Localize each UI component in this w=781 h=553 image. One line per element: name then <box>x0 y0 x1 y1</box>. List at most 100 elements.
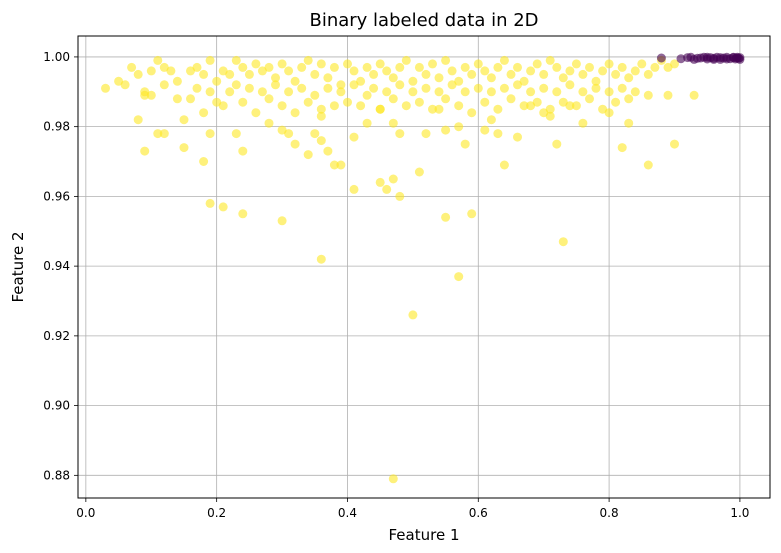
y-tick-label: 1.00 <box>43 50 70 64</box>
data-point-yellow <box>585 94 594 104</box>
data-point-yellow <box>395 191 405 201</box>
data-point-yellow <box>231 80 241 90</box>
data-point-yellow <box>630 66 640 76</box>
data-point-yellow <box>192 83 202 93</box>
data-point-yellow <box>179 115 189 125</box>
data-point-yellow <box>382 184 392 194</box>
data-point-yellow <box>264 62 274 72</box>
data-point-yellow <box>310 90 320 100</box>
data-point-yellow <box>558 73 568 83</box>
data-point-yellow <box>349 66 359 76</box>
data-point-yellow <box>349 132 359 142</box>
data-point-yellow <box>532 97 542 107</box>
data-point-yellow <box>689 90 699 100</box>
data-point-yellow <box>297 83 307 93</box>
data-point-yellow <box>375 177 385 187</box>
data-point-yellow <box>486 73 496 83</box>
data-point-yellow <box>473 59 483 69</box>
data-point-yellow <box>343 97 352 107</box>
data-point-yellow <box>166 66 176 76</box>
y-axis-label: Feature 2 <box>9 232 27 303</box>
data-point-yellow <box>414 62 424 72</box>
data-point-yellow <box>238 146 248 156</box>
data-point-yellow <box>277 59 287 69</box>
data-point-yellow <box>447 80 457 90</box>
data-point-yellow <box>140 87 150 97</box>
data-point-yellow <box>323 83 333 93</box>
grid <box>78 36 770 498</box>
data-point-yellow <box>218 202 228 212</box>
data-point-yellow <box>303 150 313 160</box>
data-point-yellow <box>395 129 405 139</box>
data-point-yellow <box>441 212 451 222</box>
data-point-yellow <box>441 55 451 65</box>
data-point-yellow <box>277 101 287 111</box>
data-point-yellow <box>146 66 156 76</box>
data-point-yellow <box>604 59 614 69</box>
data-point-yellow <box>290 108 300 118</box>
data-point-yellow <box>585 62 594 72</box>
data-point-yellow <box>545 55 555 65</box>
data-point-yellow <box>159 62 169 72</box>
data-point-yellow <box>401 55 411 65</box>
data-point-yellow <box>519 101 529 111</box>
data-point-yellow <box>146 90 156 100</box>
data-point-yellow <box>343 59 352 69</box>
data-point-yellow <box>499 160 509 170</box>
data-point-yellow <box>454 122 464 132</box>
data-point-yellow <box>480 125 490 135</box>
data-point-yellow <box>336 160 346 170</box>
data-point-yellow <box>552 87 562 97</box>
data-point-yellow <box>329 62 339 72</box>
data-point-yellow <box>329 160 339 170</box>
data-point-yellow <box>408 310 418 320</box>
y-tick-label: 0.96 <box>43 189 70 203</box>
data-point-yellow <box>643 69 653 79</box>
data-point-yellow <box>604 108 614 118</box>
data-point-purple <box>692 53 702 63</box>
data-point-yellow <box>179 143 189 153</box>
data-point-yellow <box>428 59 437 69</box>
data-point-yellow <box>388 474 398 484</box>
data-point-yellow <box>670 59 679 69</box>
data-point-yellow <box>441 125 451 135</box>
data-point-yellow <box>316 59 326 69</box>
data-point-yellow <box>447 66 457 76</box>
data-point-yellow <box>545 111 555 121</box>
data-point-yellow <box>290 76 300 86</box>
y-tick-label: 0.90 <box>43 399 70 413</box>
data-point-yellow <box>650 62 660 72</box>
data-point-yellow <box>257 66 267 76</box>
x-tick-label: 0.6 <box>469 506 488 520</box>
data-point-yellow <box>414 167 424 177</box>
data-point-yellow <box>382 66 392 76</box>
data-point-yellow <box>643 90 653 100</box>
data-point-yellow <box>486 87 496 97</box>
data-point-yellow <box>408 87 418 97</box>
data-point-yellow <box>238 97 248 107</box>
data-point-yellow <box>558 97 568 107</box>
data-point-yellow <box>225 69 235 79</box>
data-point-yellow <box>428 104 437 114</box>
data-point-yellow <box>513 80 522 90</box>
data-point-yellow <box>244 83 254 93</box>
data-point-yellow <box>434 104 444 114</box>
data-point-yellow <box>526 87 536 97</box>
data-point-yellow <box>277 216 287 226</box>
data-point-yellow <box>101 83 110 93</box>
data-point-yellow <box>225 87 235 97</box>
data-point-yellow <box>670 139 679 149</box>
data-point-yellow <box>401 101 411 111</box>
data-point-yellow <box>624 118 634 128</box>
data-point-yellow <box>310 129 320 139</box>
data-point-yellow <box>192 62 202 72</box>
data-point-yellow <box>199 108 209 118</box>
x-tick-label: 0.2 <box>207 506 226 520</box>
data-point-yellow <box>558 237 568 247</box>
data-point-yellow <box>120 80 130 90</box>
data-point-yellow <box>238 62 248 72</box>
data-point-yellow <box>140 146 150 156</box>
x-tick-label: 1.0 <box>730 506 749 520</box>
x-tick-label: 0.4 <box>338 506 357 520</box>
